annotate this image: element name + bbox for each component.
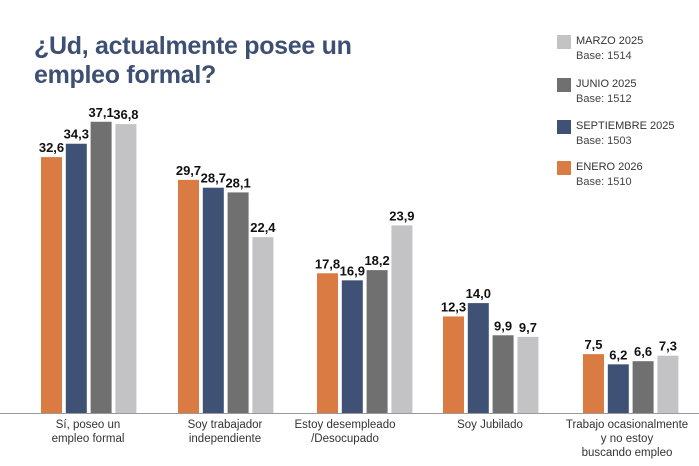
bar [41, 157, 62, 413]
legend-swatch [557, 35, 571, 49]
bar [657, 355, 679, 413]
data-label: 12,3 [441, 299, 466, 314]
bar [317, 273, 338, 413]
category-label: Estoy desempleado/Desocupado [294, 419, 395, 445]
data-label: 37,1 [88, 105, 113, 120]
bar [607, 364, 629, 413]
bar [443, 316, 464, 413]
legend-label: ENERO 2026 [576, 161, 643, 173]
bar [178, 179, 199, 413]
data-label: 23,9 [389, 208, 414, 223]
category-label: Soy Jubilado [457, 419, 523, 431]
bar [65, 143, 87, 413]
legend-label: JUNIO 2025 [576, 78, 637, 90]
legend-base: Base: 1512 [576, 93, 632, 105]
data-label: 34,3 [64, 127, 89, 142]
data-label: 7,3 [659, 339, 677, 354]
legend-swatch [557, 78, 571, 92]
data-label: 16,9 [340, 263, 365, 278]
category-label: Soy trabajador independiente [188, 419, 263, 445]
data-label: 6,6 [634, 344, 652, 359]
data-label: 29,7 [176, 163, 201, 178]
data-label: 17,8 [315, 256, 340, 271]
bar [252, 237, 274, 413]
legend-label: SEPTIEMBRE 2025 [576, 120, 675, 132]
legend-base: Base: 1503 [576, 135, 632, 147]
category-label: Trabajo ocasionalmente y no estoy buscando… [566, 419, 688, 459]
bar [366, 270, 388, 413]
data-label: 9,9 [494, 318, 512, 333]
legend-swatch [557, 120, 571, 134]
data-label: 9,7 [519, 320, 537, 335]
data-label: 18,2 [364, 253, 389, 268]
bar [341, 280, 363, 413]
data-label: 7,5 [584, 337, 602, 352]
legend-label: MARZO 2025 [576, 35, 644, 47]
data-label: 36,8 [113, 107, 138, 122]
bar [583, 354, 604, 413]
bar [467, 303, 489, 413]
legend-base: Base: 1510 [576, 176, 632, 188]
bar [517, 336, 539, 413]
bar [90, 121, 112, 413]
bar [632, 361, 654, 413]
bar [115, 124, 137, 414]
chart-title: ¿Ud, actualmente posee un empleo formal? [34, 32, 352, 89]
bar [202, 187, 224, 413]
bar [391, 225, 413, 413]
data-label: 32,6 [39, 140, 64, 155]
data-label: 6,2 [609, 347, 627, 362]
data-label: 28,1 [225, 175, 250, 190]
bar [492, 335, 514, 413]
data-label: 22,4 [250, 220, 276, 235]
data-label: 14,0 [466, 286, 491, 301]
bar [227, 192, 249, 413]
legend-swatch [557, 161, 571, 175]
category-label: Sí, poseo un empleo formal [52, 419, 125, 445]
legend-base: Base: 1514 [576, 50, 632, 62]
data-label: 28,7 [201, 171, 226, 186]
